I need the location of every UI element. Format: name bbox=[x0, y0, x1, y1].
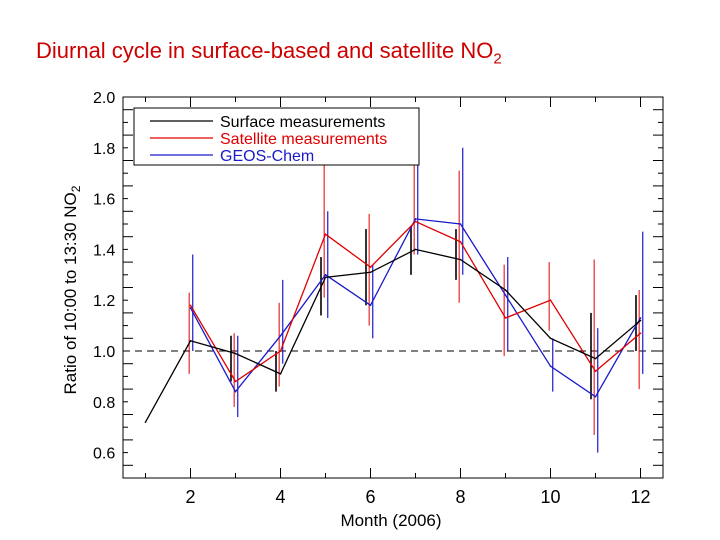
data-point bbox=[504, 289, 507, 291]
y-tick-label: 1.0 bbox=[93, 344, 115, 361]
data-point bbox=[639, 319, 642, 322]
data-point bbox=[459, 258, 462, 261]
axes: 0.6 0.8 1.0 1.2 1.4 1.6 1.8 2.0 2 4 6 8 10 12 bbox=[93, 90, 664, 507]
y-axis-label-text: Ratio of 10:00 to 13:30 NO bbox=[61, 192, 80, 394]
slide-title-text: Diurnal cycle in surface-based and satel… bbox=[36, 38, 494, 63]
y-tick-label: 1.2 bbox=[93, 293, 115, 310]
axis-labels: Month (2006)Ratio of 10:00 to 13:30 NO2 bbox=[61, 185, 442, 530]
data-point bbox=[324, 274, 327, 276]
data-point bbox=[234, 390, 237, 393]
y-axis-label-subscript: 2 bbox=[69, 185, 83, 192]
data-point bbox=[324, 276, 327, 279]
data-point bbox=[369, 271, 372, 274]
data-point bbox=[189, 304, 192, 307]
legend-label: Satellite measurements bbox=[220, 131, 387, 148]
data-point bbox=[549, 337, 552, 340]
slide-title-subscript: 2 bbox=[493, 50, 502, 68]
x-tick-label: 6 bbox=[365, 487, 375, 507]
data-point bbox=[639, 317, 642, 319]
data-point bbox=[549, 365, 552, 368]
data-point bbox=[459, 240, 462, 243]
data-point bbox=[234, 380, 237, 383]
data-point bbox=[234, 352, 237, 355]
series-line-geos-chem bbox=[189, 218, 642, 398]
legend-label: GEOS-Chem bbox=[220, 148, 314, 165]
data-point bbox=[369, 266, 372, 268]
data-point bbox=[414, 248, 417, 251]
data-point bbox=[414, 220, 417, 223]
data-point bbox=[414, 218, 417, 220]
x-tick-label: 2 bbox=[185, 487, 195, 507]
y-tick-label: 0.8 bbox=[93, 395, 115, 412]
data-point bbox=[504, 294, 507, 296]
data-point bbox=[594, 357, 597, 360]
data-point bbox=[459, 223, 462, 225]
slide-title: Diurnal cycle in surface-based and satel… bbox=[36, 38, 502, 67]
error-bars-group bbox=[188, 147, 644, 453]
y-tick-label: 1.6 bbox=[93, 192, 115, 209]
data-point bbox=[279, 334, 282, 337]
y-tick-label: 2.0 bbox=[93, 90, 115, 107]
x-axis-label: Month (2006) bbox=[340, 511, 441, 530]
data-point bbox=[189, 307, 192, 309]
series-lines-group bbox=[144, 218, 642, 423]
data-point bbox=[639, 332, 642, 335]
data-point bbox=[594, 370, 597, 373]
data-point bbox=[279, 350, 282, 352]
y-tick-label: 1.4 bbox=[93, 242, 115, 259]
y-tick-label: 1.8 bbox=[93, 141, 115, 158]
series-line-surface-measurements bbox=[144, 248, 641, 423]
legend-label: Surface measurements bbox=[220, 114, 385, 131]
series-line-satellite-measurements bbox=[189, 220, 641, 383]
data-point bbox=[594, 395, 597, 398]
data-point bbox=[144, 421, 147, 423]
x-tick-label: 10 bbox=[540, 487, 560, 507]
y-tick-label: 0.6 bbox=[93, 446, 115, 463]
data-point bbox=[189, 340, 192, 342]
x-tick-label: 12 bbox=[630, 487, 650, 507]
x-tick-label: 4 bbox=[275, 487, 285, 507]
y-axis-label: Ratio of 10:00 to 13:30 NO2 bbox=[61, 185, 83, 394]
data-point bbox=[504, 317, 507, 319]
data-point bbox=[279, 373, 282, 375]
x-tick-label: 8 bbox=[455, 487, 465, 507]
data-point bbox=[549, 299, 552, 302]
data-point bbox=[324, 233, 327, 235]
data-point bbox=[369, 304, 372, 307]
